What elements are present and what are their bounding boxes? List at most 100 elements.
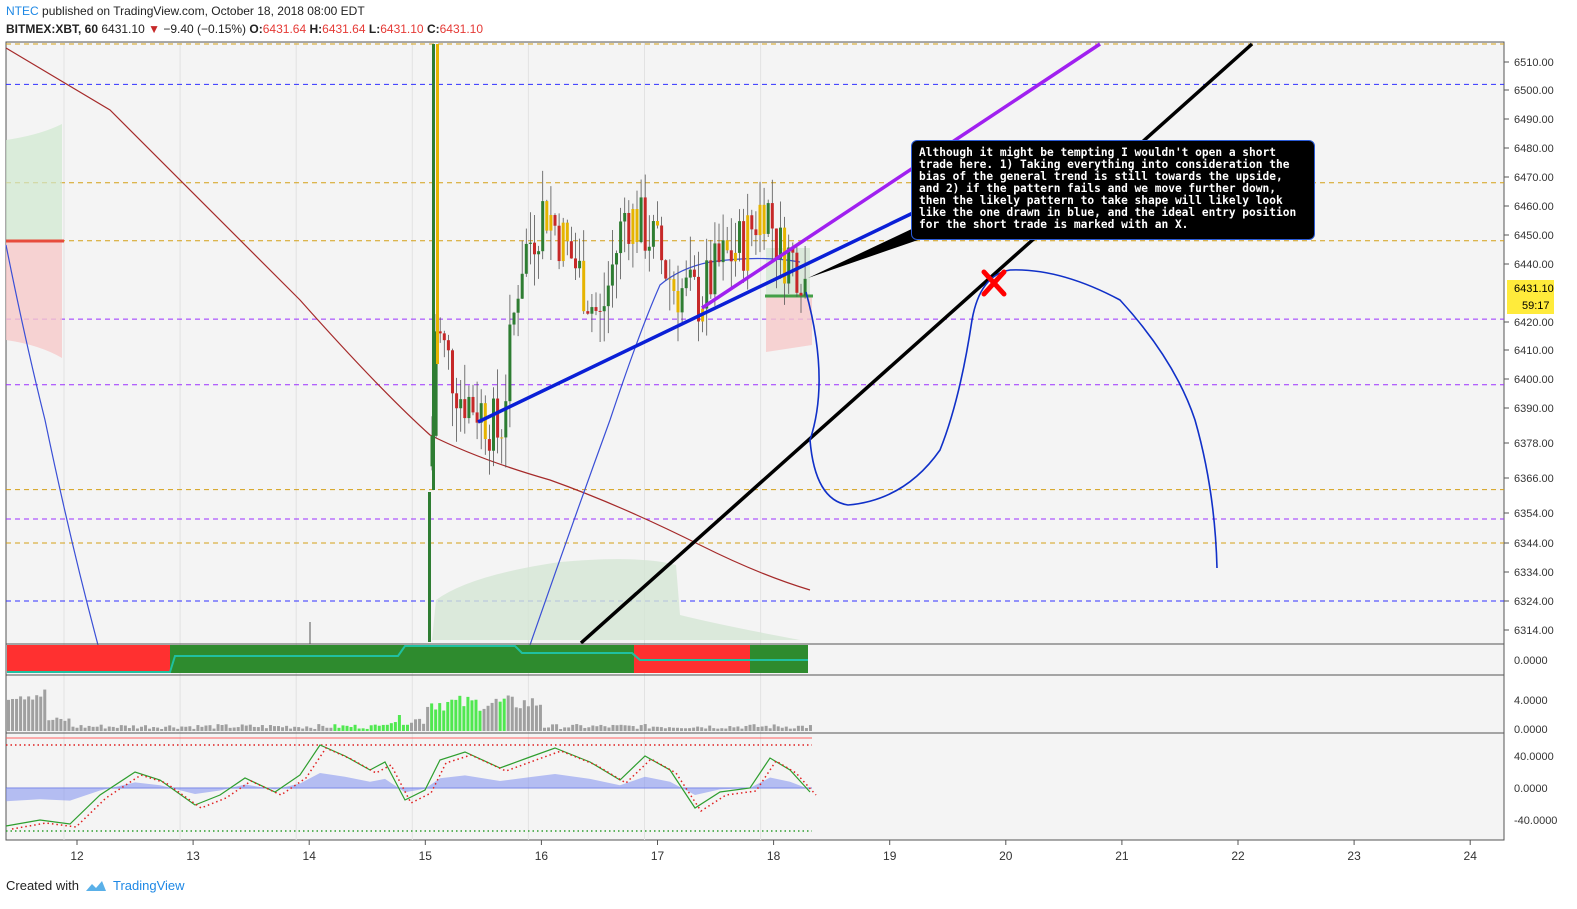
volume-bar [144,725,148,731]
volume-bar [744,725,748,731]
volume-bar [551,724,555,731]
price-badge-value: 6431.10 [1514,283,1554,295]
volume-bar [538,704,542,731]
indicator-panels [5,643,1504,832]
volume-bar [752,724,756,731]
candle-body [537,251,541,255]
volume-bar [446,701,450,731]
volume-bar [196,725,200,731]
volume-bar [800,725,804,731]
volume-bar [667,727,671,731]
blue-trend-line [477,210,916,424]
volume-bar [115,727,119,731]
volume-bar [156,727,160,731]
volume-bar [680,728,684,731]
y-tick-label: 6470.00 [1514,172,1554,184]
volume-bar [281,727,285,731]
candle-body [533,242,536,255]
candle-body [561,222,565,262]
volume-bar [164,726,168,731]
volume-bar [454,699,458,731]
volume-histogram [7,689,812,731]
candle-body [483,403,487,440]
candle-body [487,439,491,451]
volume-bar [740,728,744,731]
volume-bar [405,724,409,731]
volume-bar [393,722,397,731]
candle-body [717,243,721,263]
volume-bar [297,727,301,731]
publish-info: published on TradingView.com, October 18… [42,4,365,18]
candle-body [779,227,782,259]
volume-bar [780,727,784,731]
candle-body [627,212,631,244]
candle-body [438,331,442,334]
candle-body [750,215,754,230]
volume-bar [127,727,131,731]
volume-bar [796,725,800,731]
volume-bar [764,725,768,731]
volume-bar [256,727,260,731]
volume-bar [555,724,559,731]
candle-body [524,243,528,274]
volume-bar [498,701,502,731]
candle-body [742,221,746,271]
volume-bar [502,698,506,731]
volume-bar [623,725,627,731]
green-zone-left [6,124,62,240]
volume-bar [434,709,438,731]
volume-bar [708,725,712,731]
volume-profile-cloud [432,559,800,640]
volume-bar [131,725,135,731]
volume-bar [204,725,208,731]
author-link[interactable]: NTEC [6,4,39,18]
volume-bar [337,727,341,731]
y-tick-label: 6366.00 [1514,473,1554,485]
volume-bar [514,707,518,731]
volume-bar [301,728,305,731]
volume-bar [236,727,240,731]
volume-bar [7,699,10,731]
y-tick-label: 6450.00 [1514,230,1554,242]
candle-body [463,399,467,419]
x-axis[interactable]: 12 13 14 15 16 17 18 19 20 21 22 23 24 [70,840,1477,863]
volume-bar [220,725,224,731]
volume-bar [591,725,595,731]
volume-bar [353,724,357,731]
y-tick-label: 6334.00 [1514,567,1554,579]
y-axis[interactable]: 6510.00 6500.00 6490.00 6480.00 6470.00 6460.… [1504,57,1554,637]
volume-bar [240,724,244,731]
candles [309,44,807,644]
tradingview-link[interactable]: TradingView [112,878,185,893]
price-badge-countdown: 59:17 [1522,300,1550,312]
volume-bar [377,725,381,731]
candle-body [643,197,647,251]
candle-body [496,398,500,438]
volume-bar [135,728,139,731]
volume-bar [422,723,426,731]
candle-body [432,44,435,490]
red-zone-right [766,296,812,352]
volume-bar [216,724,220,731]
y-tick-label: 6480.00 [1514,143,1554,155]
candle-body [434,331,438,436]
volume-bar [67,718,71,731]
candle-body [500,437,504,439]
candle-body [598,310,602,312]
volume-bar [365,728,369,731]
volume-bar [692,727,696,731]
volume-bar [293,726,297,731]
volume-bar [696,726,700,731]
volume-bar [627,725,631,731]
volume-bar [252,726,256,731]
candle-body [541,201,545,252]
osc-green-line [5,744,811,827]
volume-bar [168,725,172,731]
candle-body [803,278,807,296]
candle-body [553,215,557,226]
volume-bar [575,724,579,731]
y-tick-label: 6324.00 [1514,596,1554,608]
candle-body [615,253,618,265]
volume-bar [510,696,514,731]
